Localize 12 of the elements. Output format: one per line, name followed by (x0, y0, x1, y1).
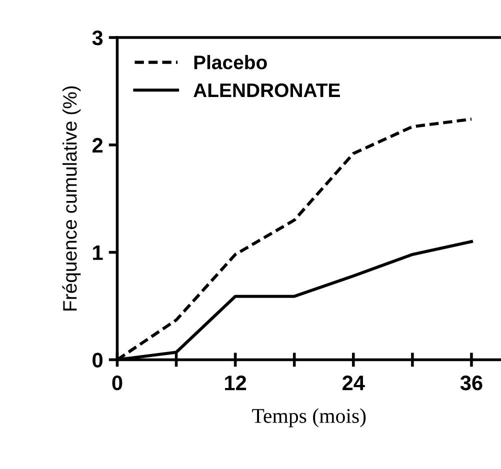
x-axis-title: Temps (mois) (252, 408, 366, 428)
legend-label: ALENDRONATE (194, 83, 340, 98)
y-tick-label: 3 (92, 30, 103, 46)
y-tick-label: 1 (93, 246, 103, 260)
y-tick-label: 2 (92, 138, 103, 152)
x-tick-label: 0 (112, 376, 122, 390)
legend-label: Placebo (194, 55, 267, 70)
x-tick-label: 24 (342, 376, 365, 390)
x-tick-label: 12 (225, 376, 246, 390)
y-tick-label: 0 (92, 352, 102, 368)
y-axis-title: Fréquence cumulative (%) (62, 86, 81, 310)
x-tick-label: 36 (460, 376, 482, 390)
